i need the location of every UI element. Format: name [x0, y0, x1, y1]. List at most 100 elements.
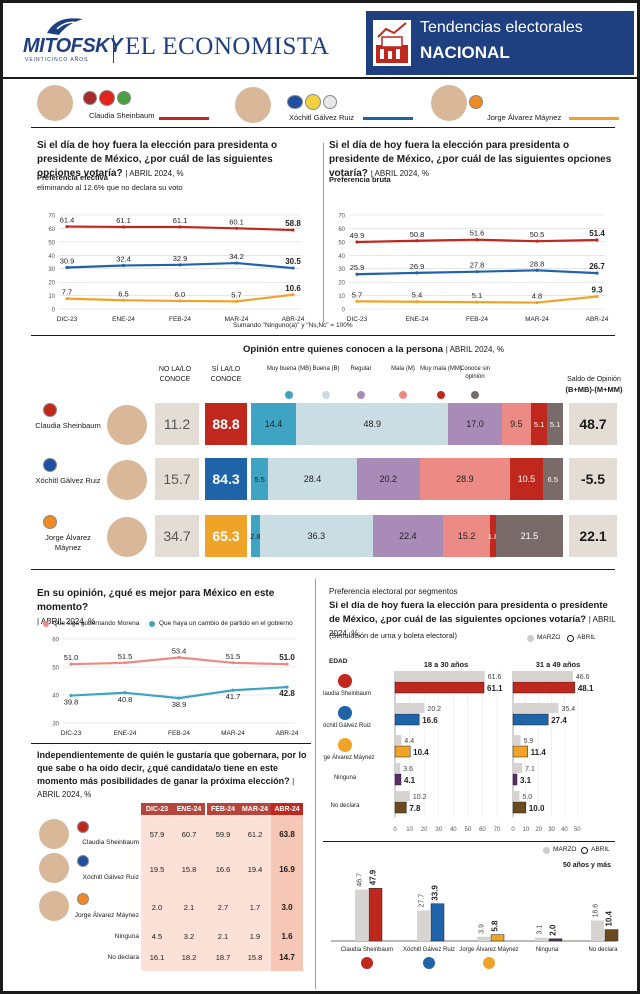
- bar-marzo: [513, 763, 523, 773]
- data-label: 4.8: [532, 292, 542, 301]
- opinion-segment: 22.4: [372, 515, 443, 557]
- legend-label: Mala (M): [391, 366, 415, 372]
- bar-marzo: [513, 735, 521, 745]
- avatar-maynez: [431, 85, 467, 121]
- y-tick-label: 0: [52, 308, 56, 314]
- data-point: [65, 265, 69, 270]
- y-tick-label: 60: [48, 227, 55, 233]
- x-tick-label: No declara: [588, 947, 618, 953]
- chart1-note: Sumando "Ninguno(a)" y "Ns,Nc" = 100%: [233, 322, 353, 329]
- x-tick-label: ENE-24: [406, 316, 429, 323]
- q5-note: (Simulación de urna y boleta electoral): [329, 631, 457, 640]
- q5-title: Si el día de hoy fuera la elección para …: [329, 600, 616, 638]
- x-tick-label: 10: [523, 827, 530, 833]
- table-cell: 2.7: [217, 902, 229, 912]
- table-cell: 59.9: [215, 829, 231, 839]
- opinion-segment: 9.5: [501, 403, 532, 445]
- data-label: 7.7: [62, 288, 72, 297]
- party-logo-icon: [483, 957, 495, 969]
- x-tick-label: FEB-24: [466, 316, 488, 323]
- table-cell: 2.1: [183, 902, 195, 912]
- table-cell: 18.7: [215, 952, 231, 962]
- divider: [323, 143, 324, 323]
- data-label: 4.4: [404, 738, 414, 745]
- data-label: 32.9: [173, 254, 188, 263]
- bar-abril: [394, 773, 402, 786]
- x-tick-label: ENE-24: [112, 316, 135, 323]
- table-header: ABR-24: [271, 803, 303, 815]
- x-tick-label: 40: [561, 827, 568, 833]
- x-tick-label: 60: [479, 827, 486, 833]
- data-label: 26.9: [410, 262, 425, 271]
- row-label: Jorge Álvarez Máynez: [323, 754, 375, 761]
- party-logo-icon: [338, 738, 352, 752]
- data-point: [535, 239, 539, 243]
- data-label: 39.8: [64, 698, 79, 707]
- data-label: 50.8: [410, 230, 425, 239]
- data-label: 35.4: [562, 706, 576, 713]
- data-label: 33.9: [431, 885, 440, 901]
- legend-dot-abril: [567, 635, 574, 642]
- avatar: [39, 853, 69, 883]
- table-cell: 1.7: [249, 902, 261, 912]
- x-tick-label: 0: [393, 827, 397, 833]
- data-point: [475, 270, 479, 274]
- legend-dot: [399, 391, 407, 399]
- legend-line-maynez: [569, 117, 619, 120]
- q1-title-right: Si el día de hoy fuera la elección para …: [329, 140, 612, 179]
- chart-preferencia-bruta: 0 10 20 30 40 50 60 70 DIC-23 ENE-24 FEB-24 MAR-24 A…: [338, 214, 608, 324]
- data-label: 10.2: [413, 794, 427, 801]
- table-cell: 2.0: [151, 902, 163, 912]
- row-name: Claudia Sheinbaum: [35, 421, 101, 430]
- y-tick-label: 20: [48, 281, 55, 287]
- legend-dot: [357, 391, 365, 399]
- bar-abril: [394, 801, 407, 814]
- party-logo-icon: [43, 458, 57, 472]
- data-label: 40.8: [118, 695, 133, 704]
- q5-label: Preferencia electoral por segmentos: [329, 587, 458, 596]
- data-point: [121, 298, 126, 302]
- table-cell: 2.1: [217, 931, 229, 941]
- row-label: No declara: [330, 803, 360, 809]
- divider: [31, 335, 615, 336]
- si-conoce-value: 65.3: [205, 515, 247, 557]
- data-point: [595, 238, 599, 242]
- data-point: [65, 224, 69, 229]
- bar-marzo: [395, 791, 410, 801]
- data-label: 9.3: [591, 286, 603, 295]
- table-row-label: No declara: [107, 954, 139, 961]
- data-point: [285, 685, 289, 689]
- row-label: Ninguna: [334, 775, 357, 781]
- legend-dot-cambio: [149, 621, 155, 627]
- opinion-segment: 6.5: [542, 458, 563, 500]
- row-label: Claudia Sheinbaum: [323, 691, 371, 697]
- avatar-galvez: [235, 87, 271, 123]
- x-tick-label: 30: [435, 827, 442, 833]
- table-header: DIC-23: [141, 803, 173, 815]
- data-point: [285, 662, 289, 666]
- data-label: 48.1: [578, 684, 594, 693]
- data-point: [415, 300, 419, 304]
- edad-label: EDAD: [329, 658, 348, 665]
- y-tick-label: 50: [338, 240, 345, 246]
- logo-el-economista: EL ECONOMISTA: [125, 33, 330, 60]
- y-tick-label: 70: [48, 214, 55, 220]
- table-row-label: Xóchitl Gálvez Ruiz: [82, 874, 139, 881]
- table-cell: 63.8: [279, 829, 295, 839]
- divider: [31, 743, 311, 744]
- data-label: 51.0: [279, 653, 295, 662]
- data-label: 34.2: [229, 252, 244, 261]
- data-point: [123, 691, 127, 695]
- avatar-sheinbaum: [37, 85, 73, 121]
- legend-dot-marzo: [527, 635, 534, 642]
- data-point: [234, 299, 239, 303]
- legend-line-sheinbaum: [159, 117, 209, 120]
- table-bg-highlight: [271, 815, 303, 971]
- bird-logo-icon: [47, 18, 83, 35]
- group3-label: 50 años y más: [563, 862, 611, 869]
- data-label: 50.5: [530, 230, 545, 239]
- bar-abril: [394, 713, 420, 726]
- bar-marzo: [417, 910, 430, 941]
- bar-marzo: [395, 671, 485, 681]
- table-header: ENE-24: [173, 803, 205, 815]
